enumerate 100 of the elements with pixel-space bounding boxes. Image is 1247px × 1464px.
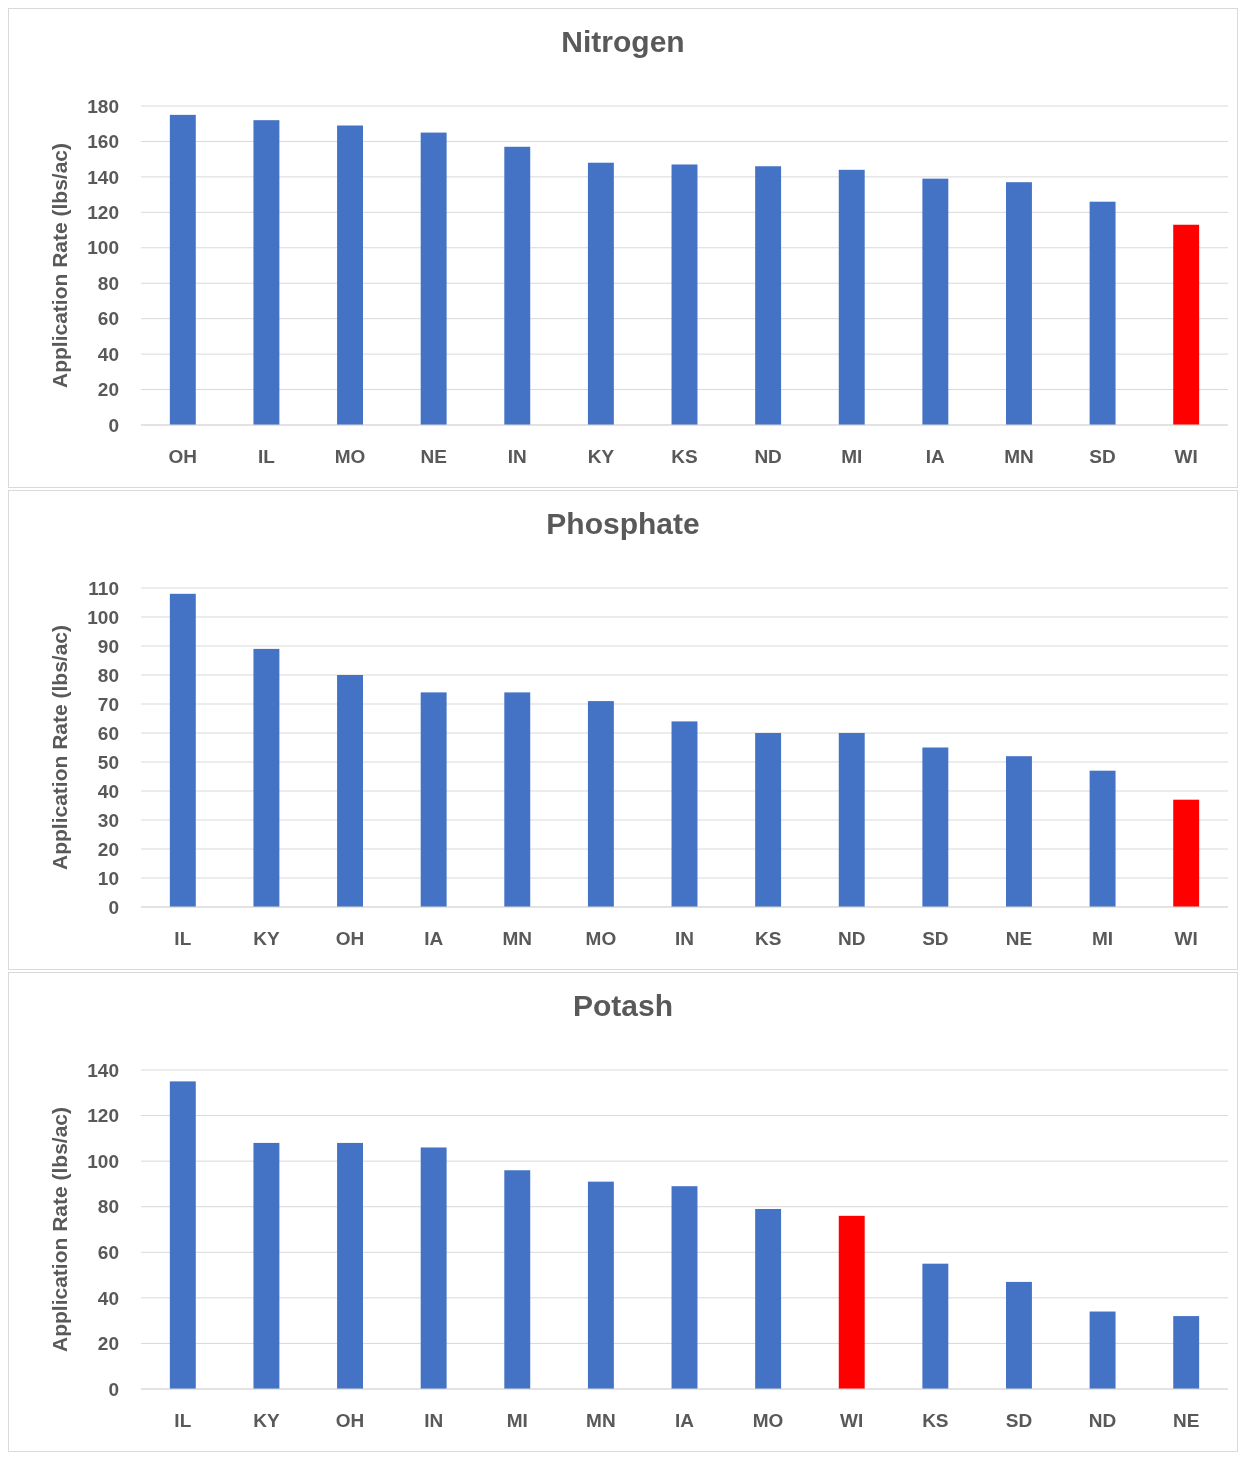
y-axis-title: Application Rate (lbs/ac) xyxy=(48,624,71,871)
bar xyxy=(755,1208,782,1389)
x-tick-label: WI xyxy=(1174,446,1198,467)
x-tick-label: SD xyxy=(922,928,949,949)
y-tick-label: 60 xyxy=(97,722,119,744)
bar xyxy=(838,733,865,907)
x-tick-label: OH xyxy=(335,928,365,949)
x-tick-label: SD xyxy=(1089,446,1116,467)
x-tick-label: IA xyxy=(424,928,444,949)
x-tick-label: SD xyxy=(1005,1410,1033,1431)
x-tick-label: IN xyxy=(507,446,527,467)
bar xyxy=(337,1142,363,1389)
bar xyxy=(587,1181,614,1389)
x-tick-label: MI xyxy=(1092,928,1114,949)
bar xyxy=(253,648,280,907)
y-tick-label: 40 xyxy=(97,1287,119,1309)
y-tick-label: 140 xyxy=(87,1059,119,1081)
y-tick-label: 0 xyxy=(108,896,119,918)
x-tick-label: ND xyxy=(754,446,782,467)
x-tick-label: IL xyxy=(174,928,192,949)
x-tick-label: IN xyxy=(424,1410,444,1431)
bar xyxy=(671,1186,698,1389)
bar xyxy=(169,1081,196,1389)
y-tick-label: 100 xyxy=(87,237,119,259)
y-tick-label: 160 xyxy=(87,131,119,153)
x-tick-label: WI xyxy=(1174,928,1198,949)
x-tick-label: IA xyxy=(925,446,946,467)
bar xyxy=(755,733,782,907)
bar xyxy=(253,1142,280,1389)
y-tick-label: 70 xyxy=(97,693,119,715)
y-tick-label: 50 xyxy=(97,751,119,773)
y-tick-label: 30 xyxy=(97,809,119,831)
bar xyxy=(169,114,196,425)
bar xyxy=(755,166,782,425)
y-tick-label: 20 xyxy=(97,838,119,860)
chart-title: Nitrogen xyxy=(561,25,685,58)
y-tick-label: 80 xyxy=(97,1196,119,1218)
bar xyxy=(838,1215,865,1389)
y-tick-label: 20 xyxy=(97,379,119,401)
bar xyxy=(671,721,698,907)
y-tick-label: 180 xyxy=(87,95,119,117)
x-tick-label: KS xyxy=(671,446,698,467)
y-tick-label: 100 xyxy=(87,1150,119,1172)
bar xyxy=(922,1263,949,1389)
x-tick-label: ND xyxy=(838,928,866,949)
x-tick-label: KS xyxy=(754,928,782,949)
y-tick-label: 40 xyxy=(97,343,119,365)
bar xyxy=(253,120,280,425)
x-tick-label: IL xyxy=(174,1410,192,1431)
chart-title: Potash xyxy=(572,989,674,1022)
y-tick-label: 10 xyxy=(97,867,119,889)
x-tick-label: OH xyxy=(335,1410,365,1431)
y-tick-label: 20 xyxy=(97,1333,119,1355)
x-tick-label: IL xyxy=(257,446,276,467)
y-tick-label: 90 xyxy=(97,635,119,657)
y-tick-label: 0 xyxy=(108,414,119,436)
x-tick-label: OH xyxy=(168,446,198,467)
x-tick-label: NE xyxy=(1005,928,1033,949)
bar xyxy=(420,1147,447,1389)
x-tick-label: IN xyxy=(675,928,694,949)
bar xyxy=(838,169,865,425)
y-axis-title: Application Rate (lbs/ac) xyxy=(48,1106,71,1353)
bar xyxy=(337,125,363,425)
x-tick-label: KY xyxy=(253,928,280,949)
y-tick-label: 80 xyxy=(97,664,119,686)
y-tick-label: 0 xyxy=(108,1378,119,1400)
bar xyxy=(504,692,531,907)
bar xyxy=(922,178,949,425)
bar xyxy=(587,162,614,425)
bar xyxy=(420,132,447,425)
y-tick-label: 60 xyxy=(97,1241,119,1263)
x-tick-label: MN xyxy=(1004,446,1034,467)
y-tick-label: 60 xyxy=(97,308,119,330)
chart-title: Phosphate xyxy=(546,507,700,540)
bar xyxy=(420,692,447,907)
bar xyxy=(1006,1281,1032,1389)
y-tick-label: 110 xyxy=(88,577,119,599)
y-tick-label: 40 xyxy=(97,780,119,802)
x-tick-label: MO xyxy=(752,1410,784,1431)
x-tick-label: WI xyxy=(840,1410,864,1431)
x-tick-label: MI xyxy=(506,1410,528,1431)
x-tick-label: KY xyxy=(587,446,615,467)
y-tick-label: 80 xyxy=(97,272,119,294)
x-tick-label: MO xyxy=(585,928,617,949)
bar xyxy=(1089,1311,1116,1389)
x-tick-label: KS xyxy=(922,1410,949,1431)
y-tick-label: 140 xyxy=(87,166,119,188)
bar xyxy=(1089,201,1116,425)
y-tick-label: 100 xyxy=(87,606,119,628)
bar xyxy=(1173,799,1200,907)
x-tick-label: NE xyxy=(1172,1410,1200,1431)
bar xyxy=(1006,756,1032,907)
x-tick-label: IA xyxy=(675,1410,695,1431)
x-tick-label: MO xyxy=(334,446,366,467)
bar xyxy=(922,747,949,907)
bar xyxy=(504,1170,531,1389)
x-tick-label: ND xyxy=(1088,1410,1117,1431)
bar xyxy=(504,146,531,425)
bar xyxy=(1089,770,1116,907)
y-tick-label: 120 xyxy=(87,1105,119,1127)
